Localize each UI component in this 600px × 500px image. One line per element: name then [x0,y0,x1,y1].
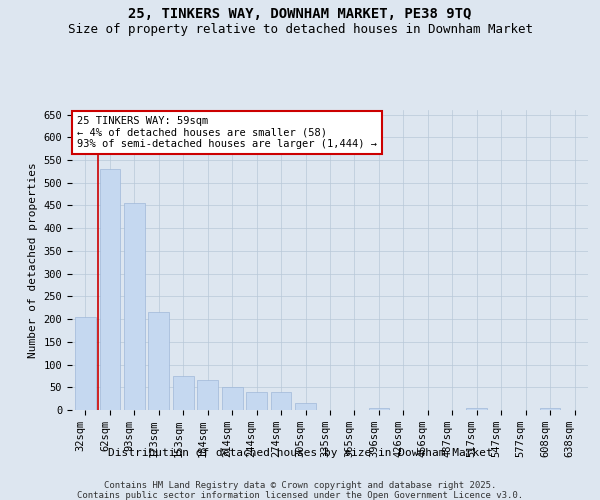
Bar [246,392,267,410]
Bar [148,312,169,410]
Text: 25, TINKERS WAY, DOWNHAM MARKET, PE38 9TQ: 25, TINKERS WAY, DOWNHAM MARKET, PE38 9T… [128,8,472,22]
Bar [368,408,389,410]
Text: Size of property relative to detached houses in Downham Market: Size of property relative to detached ho… [67,22,533,36]
Text: Distribution of detached houses by size in Downham Market: Distribution of detached houses by size … [107,448,493,458]
Bar [271,392,292,410]
Bar [173,376,194,410]
Text: Contains HM Land Registry data © Crown copyright and database right 2025.
Contai: Contains HM Land Registry data © Crown c… [77,480,523,500]
Bar [197,380,218,410]
Bar [295,403,316,410]
Bar [540,408,560,410]
Bar [466,408,487,410]
Bar [75,317,96,410]
Y-axis label: Number of detached properties: Number of detached properties [28,162,38,358]
Bar [124,203,145,410]
Text: 25 TINKERS WAY: 59sqm
← 4% of detached houses are smaller (58)
93% of semi-detac: 25 TINKERS WAY: 59sqm ← 4% of detached h… [77,116,377,149]
Bar [100,169,120,410]
Bar [222,388,242,410]
